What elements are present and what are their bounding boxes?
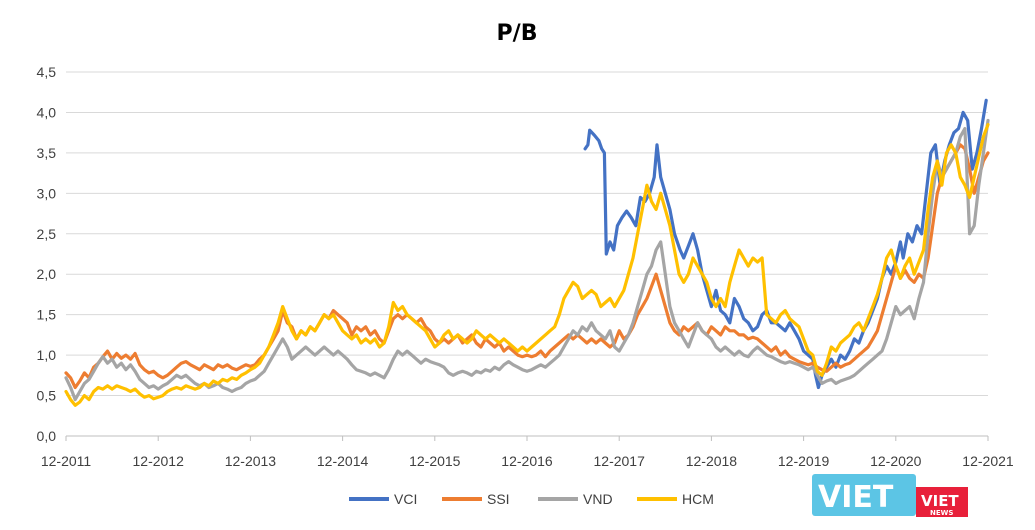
series-line-vnd (64, 118, 990, 402)
y-tick-label: 1,5 (37, 307, 57, 323)
x-tick-label: 12-2016 (501, 453, 553, 469)
watermark-text-2: VIET (921, 492, 959, 510)
y-tick-label: 2,5 (37, 226, 57, 242)
axes: 0,0 0,5 1,0 1,5 2,0 2,5 3,0 3,5 4,0 4,5 12-2011 12-… (37, 64, 1014, 469)
gridlines (66, 71, 988, 397)
series-line-hcm (64, 123, 990, 407)
legend-label-ssi: SSI (487, 491, 510, 507)
vietnews-watermark: VIET VIET NEWS (812, 474, 968, 517)
x-tick-label: 12-2017 (594, 453, 646, 469)
watermark-sub: NEWS (930, 509, 953, 517)
x-tick-label: 12-2011 (41, 453, 92, 469)
y-tick-label: 0,5 (37, 388, 57, 404)
series-line-vci (583, 98, 988, 390)
y-tick-label: 4,5 (37, 64, 57, 80)
watermark-badge-2 (916, 487, 968, 517)
y-tick-label: 3,5 (37, 145, 57, 161)
y-tick-label: 1,0 (37, 347, 57, 363)
x-tick-label: 12-2021 (962, 453, 1014, 469)
legend: VCI SSI VND HCM (349, 491, 714, 507)
legend-label-hcm: HCM (682, 491, 714, 507)
x-tick-label: 12-2014 (317, 453, 369, 469)
y-tick-label: 4,0 (37, 104, 57, 120)
x-tick-label: 12-2012 (133, 453, 185, 469)
legend-label-vnd: VND (583, 491, 613, 507)
chart-title: P/B (497, 21, 538, 46)
x-tick-label: 12-2019 (778, 453, 830, 469)
x-tick-label: 12-2020 (870, 453, 922, 469)
y-tick-label: 3,0 (37, 185, 57, 201)
y-tick-label: 2,0 (37, 266, 57, 282)
x-tick-label: 12-2015 (409, 453, 461, 469)
watermark-badge-1 (812, 474, 916, 516)
series-line-ssi (64, 143, 990, 390)
watermark-text-1: VIET (818, 480, 894, 515)
x-tick-label: 12-2018 (686, 453, 738, 469)
y-tick-label: 0,0 (37, 428, 57, 444)
legend-label-vci: VCI (394, 491, 417, 507)
series-lines (64, 98, 990, 407)
x-tick-label: 12-2013 (225, 453, 277, 469)
